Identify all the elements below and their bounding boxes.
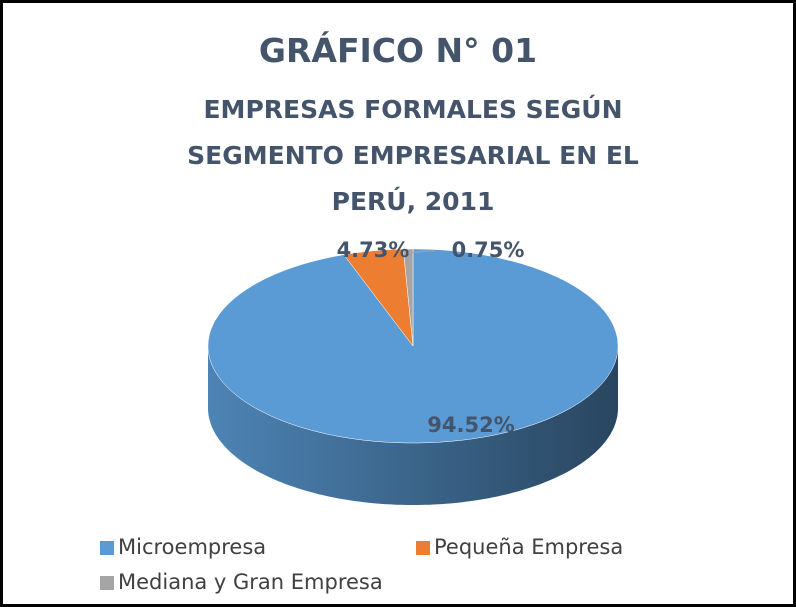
data-label: 94.52% (427, 413, 514, 437)
slice-side-shade (208, 346, 618, 505)
chart-subtitle: EMPRESAS FORMALES SEGÚN SEGMENTO EMPRESA… (187, 95, 639, 216)
legend-label: Mediana y Gran Empresa (118, 570, 383, 594)
slice (403, 248, 414, 347)
data-label: 4.73% (337, 238, 410, 262)
legend-marker (100, 576, 114, 590)
slice (343, 248, 414, 347)
legend-label: Pequeña Empresa (434, 535, 623, 559)
leader-line (408, 250, 435, 254)
chart-title: GRÁFICO N° 01 (258, 31, 538, 70)
data-label: 0.75% (452, 238, 525, 262)
legend-marker (416, 541, 430, 555)
plot: 94.52% 4.73% 0.75% Microempresa Pequeña Empr… (100, 238, 623, 594)
legend-marker (100, 541, 114, 555)
legend-label: Microempresa (118, 535, 266, 559)
